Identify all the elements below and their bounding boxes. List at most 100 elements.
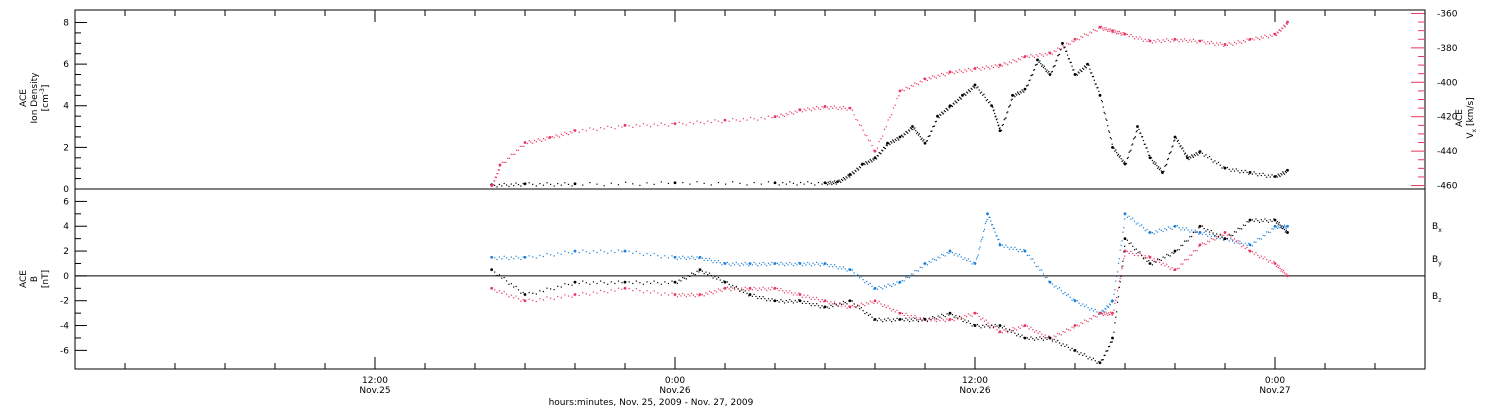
velocity-series-trace (1012, 59, 1014, 61)
bz-series-trace (1226, 234, 1228, 236)
density-series-trace (1075, 73, 1078, 75)
bz-series-trace (969, 314, 971, 316)
density-series-trace (1203, 155, 1205, 157)
bx-series-trace (860, 307, 862, 309)
bx-series-trace (910, 318, 912, 320)
bz-series-trace (1264, 256, 1266, 258)
bx-series-trace (539, 290, 541, 292)
bx-series-trace (1092, 357, 1095, 359)
bz-series-trace (710, 291, 712, 294)
density-series-trace (970, 87, 972, 90)
bz-series-trace (1051, 338, 1053, 340)
velocity-series-trace (614, 128, 616, 130)
density-series-trace (1079, 69, 1081, 71)
bx-series-trace (1276, 221, 1278, 223)
velocity-series-trace (1101, 27, 1103, 29)
bx-series-trace (515, 285, 517, 288)
density-series-trace (1002, 123, 1004, 126)
by-series-trace (896, 281, 898, 283)
by-series-trace (977, 254, 979, 256)
velocity-series-trace (837, 108, 839, 111)
density-series-trace (1000, 129, 1003, 131)
by-series-trace (862, 279, 864, 281)
bz-series-trace (976, 312, 978, 315)
by-series-trace (1132, 217, 1134, 219)
velocity-series-trace (778, 116, 780, 118)
bx-series-trace (819, 307, 821, 309)
by-series-trace (1053, 286, 1055, 288)
density-series-trace (1001, 124, 1003, 127)
velocity-series-trace (1030, 54, 1032, 56)
velocity-series-trace (1016, 61, 1018, 63)
bz-series-trace (889, 307, 891, 310)
velocity-series-trace (1035, 54, 1037, 56)
bz-series-trace (876, 302, 878, 304)
by-series-trace (760, 264, 762, 266)
bx-series-trace (1176, 249, 1178, 251)
density-series-trace (1006, 112, 1008, 114)
by-series-trace (971, 263, 973, 265)
bx-series-trace (650, 282, 652, 285)
by-series-trace (999, 242, 1001, 244)
density-series-trace (508, 185, 510, 188)
bz-series-trace (996, 329, 998, 331)
bz-series-trace (678, 293, 680, 295)
bz-series-trace (553, 298, 555, 300)
density-series-trace (1061, 43, 1063, 46)
velocity-series-trace (592, 128, 595, 130)
density-series-trace (810, 182, 812, 184)
bz-series-trace (1279, 267, 1281, 270)
bz-series-trace (664, 292, 666, 294)
bz-series-trace (1281, 268, 1283, 271)
density-series (490, 41, 1289, 188)
density-series-trace (1020, 92, 1022, 94)
by-series-trace (762, 261, 764, 264)
velocity-series-trace (792, 113, 795, 115)
bz-series-trace (914, 315, 916, 317)
bz-series-trace (742, 289, 745, 291)
by-series-trace (1158, 228, 1161, 230)
velocity-series-trace (1137, 38, 1139, 40)
density-series-trace (553, 185, 555, 187)
by-series-trace (867, 283, 870, 285)
bz-series-trace (1014, 328, 1016, 330)
bx-series-trace (894, 320, 896, 322)
density-series-trace (905, 130, 907, 133)
bz-series-trace (1114, 302, 1116, 304)
by-series-trace (1017, 250, 1020, 253)
bz-series-trace (550, 297, 552, 299)
by-series-trace (744, 261, 746, 264)
bz-series-trace (989, 325, 991, 327)
bx-series-trace (714, 275, 716, 278)
density-series-trace (1221, 167, 1223, 169)
velocity-series-trace (942, 73, 945, 76)
bz-series-trace (1277, 266, 1279, 269)
bx-series-trace (780, 299, 782, 301)
bz-series-trace (753, 286, 755, 288)
by-series-trace (1078, 302, 1080, 304)
by-series-trace (532, 256, 534, 258)
velocity-series-trace (526, 142, 528, 145)
density-series-trace (1141, 136, 1143, 138)
density-series-trace (933, 125, 935, 128)
density-series-trace (1047, 72, 1049, 74)
bz-series-trace (513, 297, 515, 299)
bx-series-trace (603, 282, 605, 284)
density-series-trace (1016, 94, 1018, 96)
density-series-trace (1179, 145, 1181, 148)
velocity-series-trace (1094, 29, 1096, 31)
density-series-trace (1115, 149, 1117, 151)
velocity-series-trace (862, 129, 864, 131)
density-series-trace (907, 132, 909, 134)
by-series-trace (960, 256, 962, 258)
by-series-trace (941, 253, 943, 256)
by-series-trace (632, 252, 634, 254)
bx-series-trace (505, 280, 508, 282)
bx-series-trace (1132, 245, 1134, 247)
bz-series-trace (896, 309, 898, 311)
bx-series-trace (957, 317, 959, 319)
field-tick-label: 0 (63, 272, 69, 282)
bz-series-trace (867, 303, 870, 305)
density-series-trace (1131, 144, 1133, 146)
density-series-trace (1278, 174, 1280, 176)
